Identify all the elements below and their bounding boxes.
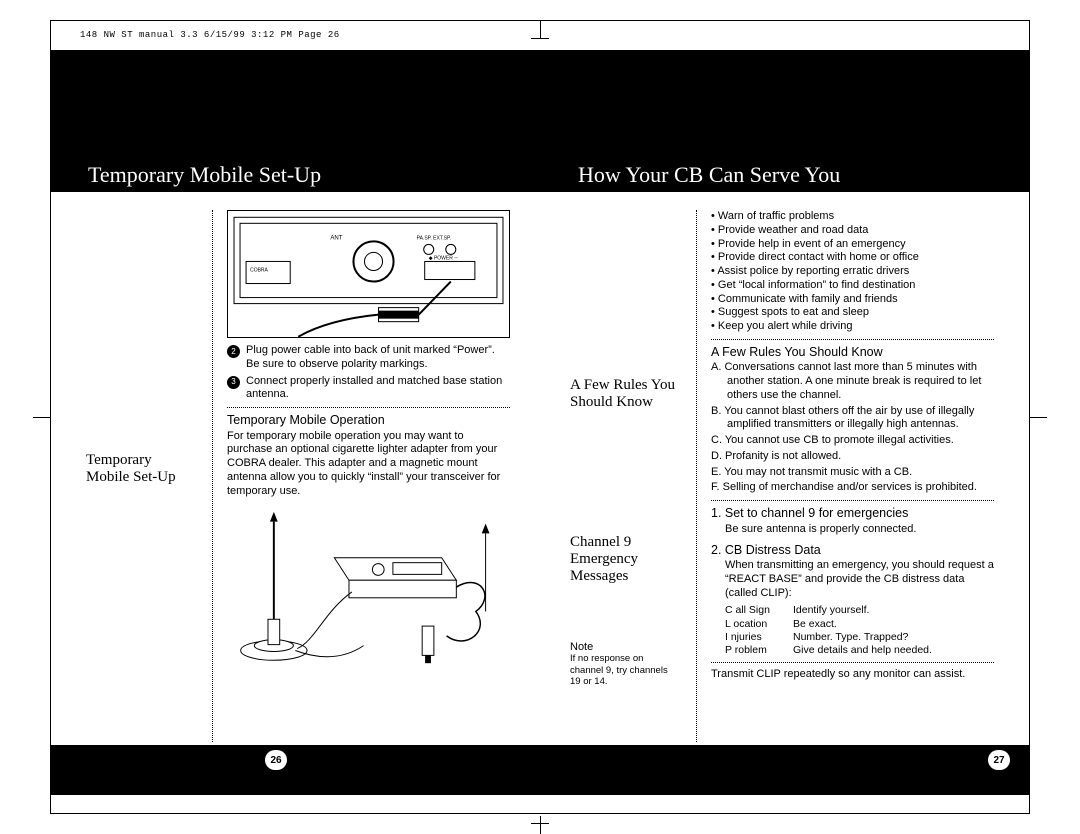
rule: D. Profanity is not allowed. — [711, 450, 994, 464]
bullet: Communicate with family and friends — [711, 293, 994, 307]
left-sidecol: Temporary Mobile Set-Up — [86, 210, 194, 742]
clip-table: C all SignIdentify yourself. L ocationBe… — [725, 604, 994, 657]
step-2: 2 Plug power cable into back of unit mar… — [227, 344, 510, 372]
rule: F. Selling of merchandise and/or service… — [711, 481, 994, 495]
step-3: 3 Connect properly installed and matched… — [227, 375, 510, 403]
lower-black-band — [50, 745, 1030, 795]
svg-text:ANT: ANT — [330, 235, 342, 241]
header-right: How Your CB Can Serve You — [540, 158, 1030, 192]
bullet: Provide help in event of an emergency — [711, 238, 994, 252]
rules-heading: A Few Rules You Should Know — [711, 345, 994, 361]
diagram-rear-panel: COBRA ANT PA.SP. EXT.SP. ◆ POWER ─ — [227, 210, 510, 338]
header-left: Temporary Mobile Set-Up — [50, 158, 540, 192]
spread-right: A Few Rules You Should Know Channel 9 Em… — [540, 198, 1024, 742]
right-main: Warn of traffic problems Provide weather… — [696, 210, 994, 742]
bullet: Provide direct contact with home or offi… — [711, 251, 994, 265]
side-heading-ch9: Channel 9 Emergency Messages — [570, 534, 678, 586]
svg-text:PA.SP. EXT.SP.: PA.SP. EXT.SP. — [417, 235, 451, 241]
bullet: Warn of traffic problems — [711, 210, 994, 224]
rules-list: A. Conversations cannot last more than 5… — [711, 361, 994, 495]
crop-mark — [1029, 417, 1047, 418]
step-3-text: Connect properly installed and matched b… — [246, 375, 510, 403]
rule: C. You cannot use CB to promote illegal … — [711, 434, 994, 448]
bullet: Assist police by reporting erratic drive… — [711, 265, 994, 279]
transmit-line: Transmit CLIP repeatedly so any monitor … — [711, 668, 994, 682]
step-3-icon: 3 — [227, 376, 240, 389]
crop-mark — [531, 38, 549, 39]
ch9-step2-sub: When transmitting an emergency, you shou… — [711, 559, 994, 600]
rule: E. You may not transmit music with a CB. — [711, 466, 994, 480]
side-heading-rules: A Few Rules You Should Know — [570, 377, 678, 412]
upper-black-band — [50, 50, 1030, 158]
left-main: COBRA ANT PA.SP. EXT.SP. ◆ POWER ─ — [212, 210, 510, 742]
page-num-right: 27 — [988, 750, 1010, 770]
ch9-step2: 2. CB Distress Data — [711, 543, 994, 559]
mobile-op-body: For temporary mobile operation you may w… — [227, 430, 510, 499]
crop-mark — [540, 20, 541, 38]
content-area: Temporary Mobile Set-Up COBRA ANT PA.SP.… — [56, 198, 1024, 742]
step-2-icon: 2 — [227, 345, 240, 358]
crop-mark — [33, 417, 51, 418]
bullet: Keep you alert while driving — [711, 320, 994, 334]
print-meta: 148 NW ST manual 3.3 6/15/99 3:12 PM Pag… — [80, 30, 340, 40]
rule: B. You cannot blast others off the air b… — [711, 405, 994, 433]
step-2-text: Plug power cable into back of unit marke… — [246, 344, 510, 372]
svg-text:◆ POWER ─: ◆ POWER ─ — [429, 255, 459, 261]
benefits-list: Warn of traffic problems Provide weather… — [711, 210, 994, 334]
side-heading-setup: Temporary Mobile Set-Up — [86, 452, 194, 487]
page-num-left: 26 — [265, 750, 287, 770]
ch9-step1: 1. Set to channel 9 for emergencies — [711, 506, 994, 522]
crop-mark — [540, 816, 541, 834]
bullet: Get “local information” to find destinat… — [711, 279, 994, 293]
bullet: Suggest spots to eat and sleep — [711, 306, 994, 320]
header-row: Temporary Mobile Set-Up How Your CB Can … — [50, 158, 1030, 192]
diagram-mobile-setup — [227, 502, 510, 677]
note-label: Note — [570, 641, 678, 653]
right-sidecol: A Few Rules You Should Know Channel 9 Em… — [570, 210, 678, 742]
bullet: Provide weather and road data — [711, 224, 994, 238]
mobile-op-heading: Temporary Mobile Operation — [227, 413, 510, 429]
note-body: If no response on channel 9, try channel… — [570, 653, 678, 687]
svg-text:COBRA: COBRA — [250, 267, 268, 273]
rule: A. Conversations cannot last more than 5… — [711, 361, 994, 402]
ch9-step1-sub: Be sure antenna is properly connected. — [711, 523, 994, 537]
spread-left: Temporary Mobile Set-Up COBRA ANT PA.SP.… — [56, 198, 540, 742]
